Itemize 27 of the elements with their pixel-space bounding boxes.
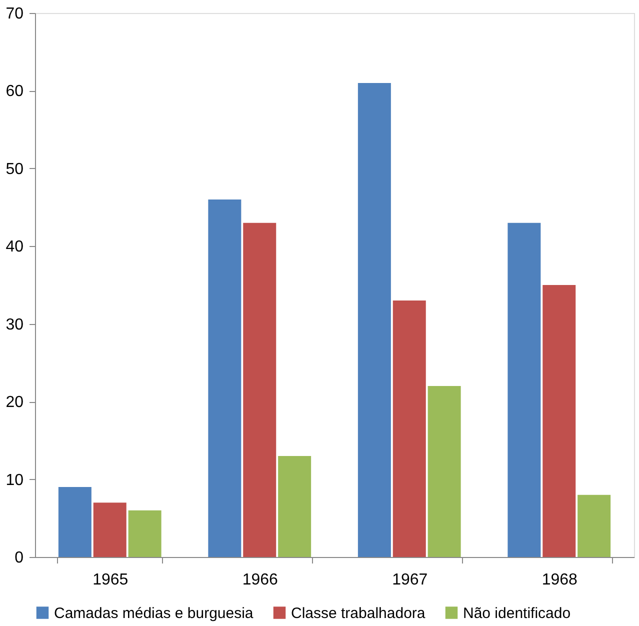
bar: [358, 82, 391, 557]
x-tick-label: 1965: [92, 572, 128, 588]
bar: [208, 200, 242, 557]
bar: [508, 222, 541, 557]
y-tick-label: 40: [6, 238, 24, 256]
bar: [278, 456, 312, 557]
y-tick-label: 50: [6, 160, 24, 178]
y-tick-label: 30: [6, 316, 24, 334]
bar: [428, 386, 461, 557]
y-tick-label: 0: [14, 550, 24, 566]
legend-label: Não identificado: [463, 604, 571, 622]
x-tick-label: 1966: [242, 572, 278, 588]
bar: [93, 502, 126, 557]
x-tick-label: 1967: [392, 572, 428, 588]
bar: [128, 510, 162, 557]
bar: [542, 285, 576, 557]
bar: [58, 487, 92, 557]
legend-label: Camadas médias e burguesia: [54, 604, 254, 622]
bar: [392, 300, 426, 557]
y-tick-label: 70: [6, 6, 24, 22]
y-tick-label: 10: [6, 472, 24, 489]
bar: [578, 494, 611, 557]
legend-label: Classe trabalhadora: [291, 604, 426, 622]
y-tick-label: 20: [6, 394, 24, 412]
y-tick-label: 60: [6, 83, 24, 100]
x-tick-label: 1968: [542, 572, 578, 588]
bar: [243, 222, 276, 557]
